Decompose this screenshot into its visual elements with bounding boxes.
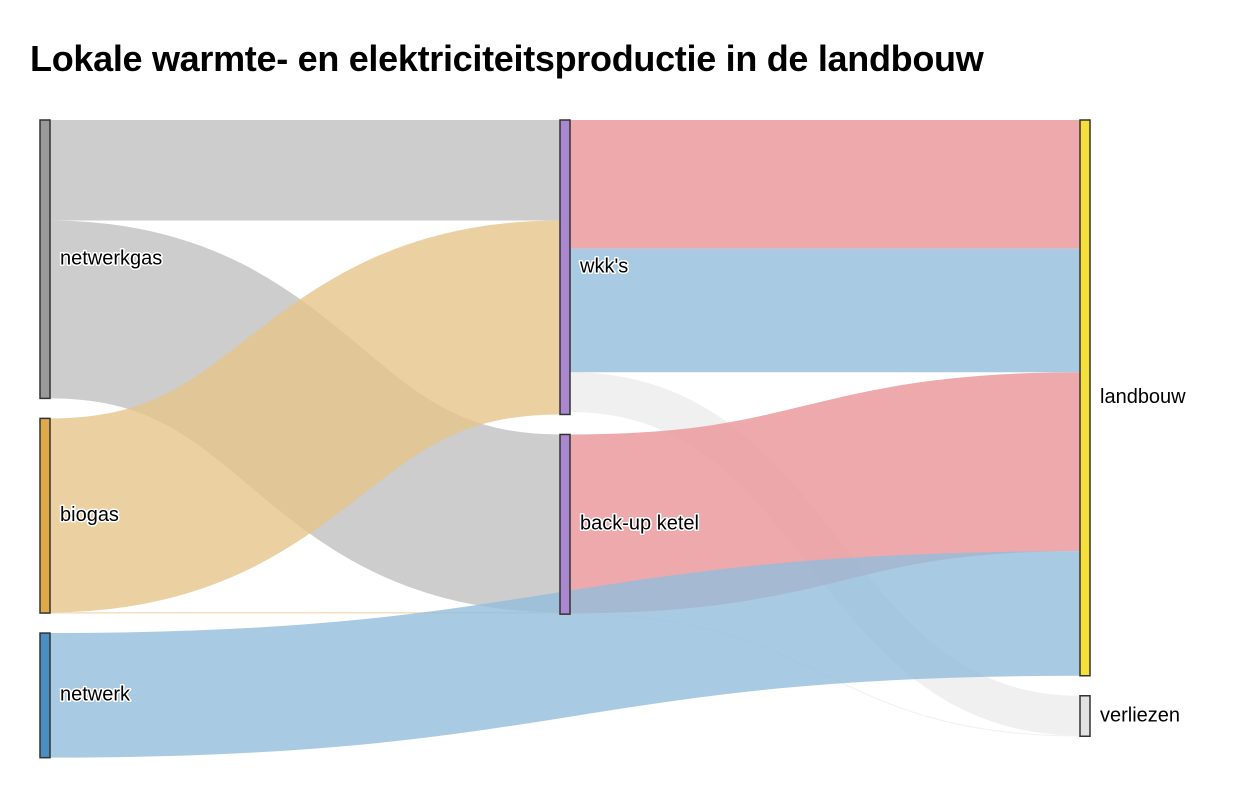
node-wkks (559, 119, 571, 416)
node-label-netwerkgas: netwerkgas (60, 247, 162, 269)
node-label-biogas: biogas (60, 504, 119, 526)
nodes-layer (39, 119, 1091, 759)
node-label-wkks: wkk's (579, 256, 628, 278)
node-backup (559, 433, 571, 615)
links-layer (47, 119, 1081, 758)
node-netwerkgas (39, 119, 51, 400)
node-landbouw (1079, 119, 1091, 677)
node-verliezen (1079, 695, 1091, 738)
link-netwerk-to-landbouw-electricity (49, 551, 1081, 758)
node-label-verliezen: verliezen (1100, 704, 1180, 726)
page-title: Lokale warmte- en elektriciteitsproducti… (30, 38, 984, 79)
node-label-backup: back-up ketel (580, 513, 699, 535)
node-biogas (39, 417, 51, 614)
labels-layer: netwerkgas biogas netwerk wkk's back-up kete… (59, 246, 1188, 728)
link-biogas-to-wkks-biogas (47, 220, 563, 613)
link-backup-to-landbouw-heat (569, 372, 1081, 614)
node-netwerk (39, 632, 51, 759)
node-label-netwerk: netwerk (60, 684, 131, 706)
node-label-landbouw: landbouw (1100, 386, 1186, 408)
